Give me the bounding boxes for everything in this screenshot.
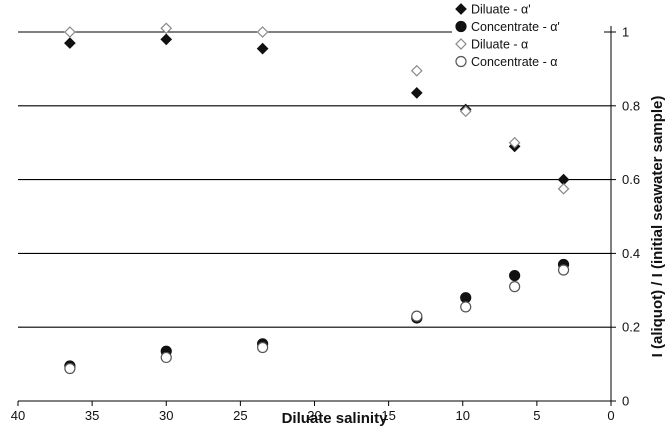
legend-label-4: Concentrate - α [471,55,557,69]
x-tick-label-0: 40 [11,408,25,423]
point-series-1-3 [256,42,269,55]
point-series-3-2 [160,22,173,35]
gridlines [18,31,611,328]
x-tick-label-8: 0 [607,408,614,423]
y-tick-label-0: 0 [622,394,629,409]
data-points [64,22,570,375]
point-series-3-7 [557,182,570,195]
legend: Diluate - α' Concentrate - α' Diluate - α C… [452,1,604,70]
legend-bg-3 [452,36,604,52]
x-axis-title: Diluate salinity [282,410,389,426]
legend-bg-1 [452,1,604,17]
legend-marker-1 [455,3,467,15]
x-tick-label-2: 30 [159,408,173,423]
axes [17,26,616,406]
legend-label-3: Diluate - α [471,38,528,52]
legend-label-1: Diluate - α' [471,3,531,17]
point-series-3-3 [256,26,269,38]
point-series-4-6 [509,281,521,293]
point-series-1-1 [64,37,76,49]
point-series-4-5 [460,301,472,313]
x-tick-label-4: 20 [307,408,321,423]
point-series-3-5 [459,105,472,118]
y-tick-label-4: 0.8 [622,98,640,113]
x-tick-label-7: 5 [533,408,540,423]
point-series-3-1 [64,26,76,38]
point-series-4-2 [160,351,172,364]
y-tick-label-2: 0.4 [622,246,640,261]
point-series-2-5 [460,292,472,304]
legend-bg-4 [452,53,604,70]
y-tick-label-5: 1 [622,25,629,40]
y-tick-label-1: 0.2 [622,320,640,335]
point-series-4-7 [557,264,570,276]
point-series-4-3 [257,341,269,354]
legend-label-2: Concentrate - α' [471,20,560,34]
x-tick-label-3: 25 [233,408,247,423]
point-series-3-4 [410,64,423,77]
legend-bg-2 [452,18,604,35]
point-series-1-4 [410,87,423,99]
x-tick-label-5: 15 [381,408,395,423]
point-series-4-4 [411,310,423,322]
legend-marker-2 [455,20,467,33]
legend-marker-3 [455,38,467,50]
y-axis-title: I (aliquot) / I (initial seawater sample… [649,96,666,358]
point-series-2-6 [509,269,521,282]
tick-labels: 0 0.2 0.4 0.6 0.8 1 40 35 30 25 20 15 10 5 0 [11,25,640,424]
point-series-3-6 [508,136,521,149]
legend-marker-4 [455,55,467,68]
point-series-1-2 [160,33,173,46]
y-tick-label-3: 0.6 [622,172,640,187]
x-tick-label-1: 35 [85,408,99,423]
x-tick-label-6: 10 [456,408,470,423]
point-series-4-1 [64,362,76,375]
